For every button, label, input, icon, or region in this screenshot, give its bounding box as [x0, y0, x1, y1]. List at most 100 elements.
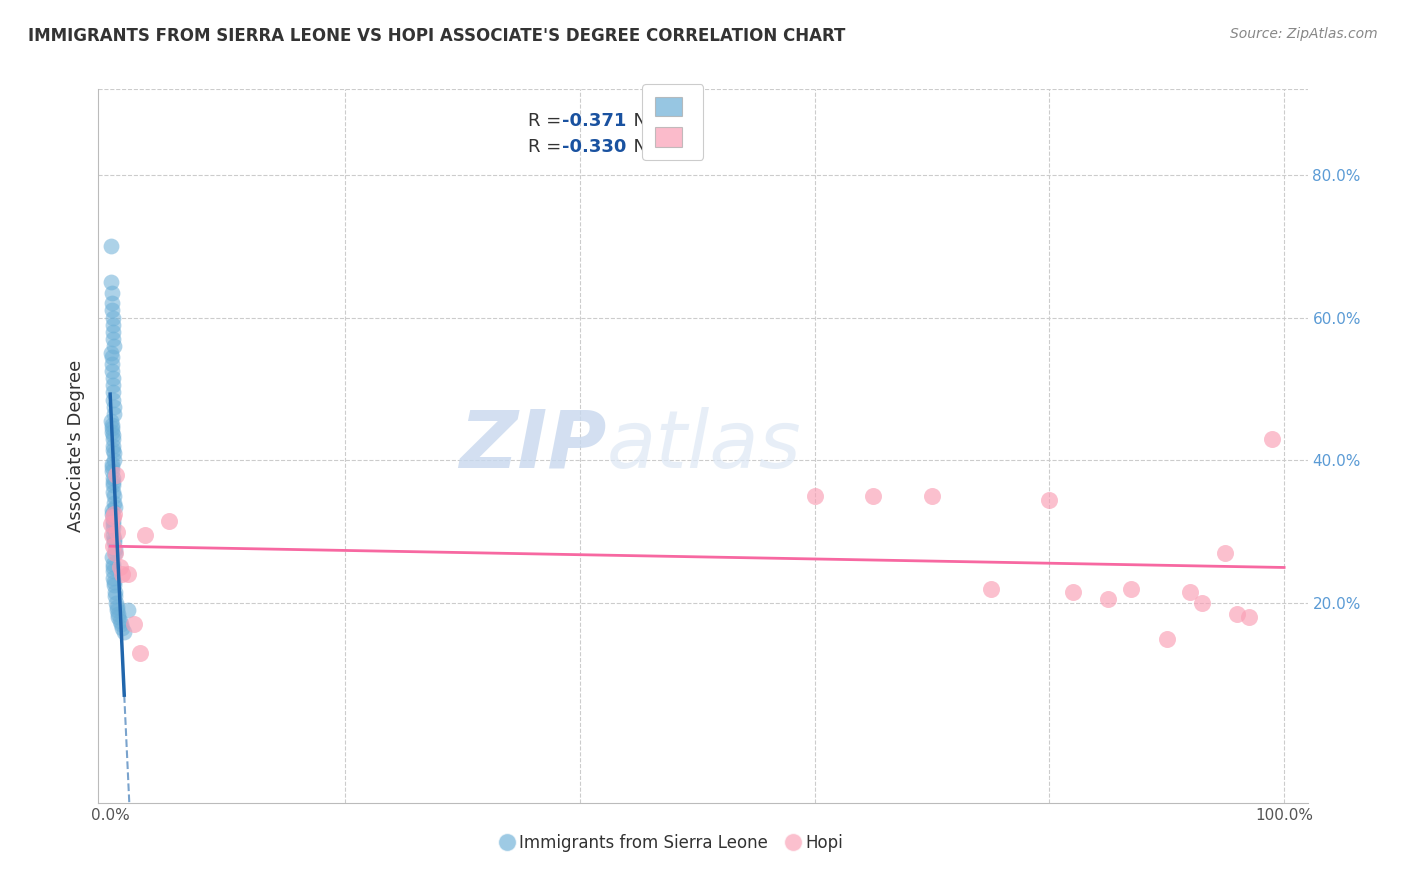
Point — [101, 296, 124, 310]
Point — [103, 446, 125, 460]
Point — [103, 507, 125, 521]
Point — [101, 503, 124, 517]
Point — [108, 560, 131, 574]
Point — [103, 453, 125, 467]
Text: N =: N = — [621, 112, 673, 130]
Point — [103, 528, 125, 542]
Point — [101, 557, 124, 571]
Point — [111, 567, 134, 582]
Point — [101, 528, 124, 542]
Point — [110, 617, 132, 632]
Point — [101, 318, 124, 332]
Point — [103, 574, 125, 589]
Point — [1215, 546, 1237, 560]
Point — [101, 432, 124, 446]
Point — [107, 607, 129, 621]
Point — [101, 371, 124, 385]
Point — [104, 500, 127, 514]
Point — [101, 517, 124, 532]
Point — [101, 564, 124, 578]
Point — [1191, 596, 1213, 610]
Point — [100, 346, 122, 360]
Point — [103, 496, 125, 510]
Point — [103, 407, 125, 421]
Point — [1237, 610, 1260, 624]
Point — [104, 546, 127, 560]
Point — [980, 582, 1002, 596]
Point — [101, 325, 124, 339]
Point — [104, 585, 127, 599]
Point — [117, 603, 139, 617]
Point — [101, 478, 124, 492]
Text: -0.371: -0.371 — [561, 112, 626, 130]
Text: R =: R = — [527, 138, 567, 156]
Point — [1261, 432, 1284, 446]
Point — [921, 489, 943, 503]
Point — [101, 521, 124, 535]
Point — [862, 489, 884, 503]
Point — [803, 489, 825, 503]
Point — [100, 517, 122, 532]
Text: -0.330: -0.330 — [561, 138, 626, 156]
Point — [101, 421, 124, 435]
Point — [104, 546, 127, 560]
Point — [117, 567, 139, 582]
Point — [101, 425, 124, 439]
Point — [101, 439, 124, 453]
Point — [134, 528, 156, 542]
Point — [103, 400, 125, 414]
Y-axis label: Associate's Degree: Associate's Degree — [66, 359, 84, 533]
Point — [103, 442, 125, 457]
Point — [157, 514, 180, 528]
Point — [1180, 585, 1202, 599]
Point — [103, 532, 125, 546]
Point — [101, 364, 124, 378]
Text: R =: R = — [527, 112, 567, 130]
Point — [103, 578, 125, 592]
Point — [105, 524, 128, 539]
Text: 69: 69 — [658, 112, 683, 130]
Text: 30: 30 — [658, 138, 683, 156]
Point — [101, 378, 124, 392]
Point — [107, 610, 129, 624]
Point — [105, 603, 128, 617]
Point — [101, 539, 124, 553]
Point — [101, 514, 124, 528]
Point — [100, 417, 122, 432]
Point — [103, 571, 125, 585]
Text: N =: N = — [621, 138, 673, 156]
Point — [1097, 592, 1119, 607]
Point — [122, 617, 145, 632]
Point — [101, 385, 124, 400]
Text: IMMIGRANTS FROM SIERRA LEONE VS HOPI ASSOCIATE'S DEGREE CORRELATION CHART: IMMIGRANTS FROM SIERRA LEONE VS HOPI ASS… — [28, 27, 845, 45]
Text: atlas: atlas — [606, 407, 801, 485]
Point — [1156, 632, 1178, 646]
Point — [111, 621, 134, 635]
Point — [101, 310, 124, 325]
Point — [103, 485, 125, 500]
Point — [101, 549, 124, 564]
Point — [101, 510, 124, 524]
Point — [100, 350, 122, 364]
Point — [103, 535, 125, 549]
Legend: Immigrants from Sierra Leone, Hopi: Immigrants from Sierra Leone, Hopi — [496, 828, 849, 859]
Point — [101, 357, 124, 371]
Point — [104, 542, 127, 557]
Point — [105, 596, 128, 610]
Point — [128, 646, 150, 660]
Point — [105, 467, 128, 482]
Point — [100, 285, 122, 300]
Point — [103, 392, 125, 407]
Point — [1226, 607, 1249, 621]
Point — [108, 614, 131, 628]
Text: Source: ZipAtlas.com: Source: ZipAtlas.com — [1230, 27, 1378, 41]
Point — [112, 624, 135, 639]
Text: ZIP: ZIP — [458, 407, 606, 485]
Point — [1121, 582, 1143, 596]
Point — [100, 414, 122, 428]
Point — [1062, 585, 1084, 599]
Point — [101, 464, 124, 478]
Point — [100, 457, 122, 471]
Point — [104, 589, 127, 603]
Point — [101, 560, 124, 574]
